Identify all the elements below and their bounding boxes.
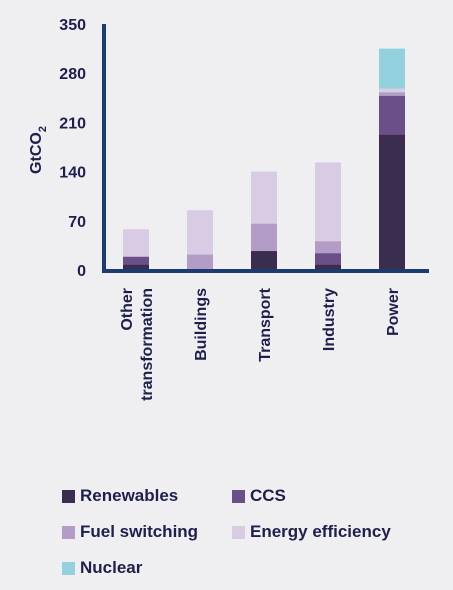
legend: Renewables CCS Fuel switching Energy eff…	[62, 486, 453, 578]
bar-segment-power-ccs	[379, 95, 405, 135]
bar-segment-transport-renewables	[251, 251, 277, 270]
x-tick-label-transport: Transport	[257, 287, 274, 361]
bar-segment-power-nuclear	[379, 48, 405, 89]
x-tick-label-line: Buildings	[193, 288, 210, 361]
bar-segment-industry-ccs	[315, 253, 341, 265]
legend-swatch-fuel-switching	[62, 525, 75, 539]
y-tick-label-0: 0	[77, 263, 86, 280]
x-tick-label-line: Transport	[257, 287, 274, 361]
bar-segment-industry-fuel-switching	[315, 241, 341, 254]
legend-item-ccs: CCS	[232, 486, 442, 506]
legend-swatch-energy-efficiency	[232, 525, 245, 539]
y-tick-label-280: 280	[59, 66, 86, 83]
legend-label-renewables: Renewables	[80, 486, 179, 505]
bar-segment-buildings-energy-efficiency	[187, 210, 213, 255]
x-tick-label-line: Power	[385, 288, 402, 336]
legend-label-ccs: CCS	[250, 486, 286, 505]
bar-segment-other-transformation-energy-efficiency	[123, 229, 149, 257]
y-tick-label-140: 140	[59, 165, 86, 182]
x-tick-label-industry: Industry	[321, 288, 338, 351]
legend-swatch-nuclear	[62, 561, 75, 575]
bar-segment-other-transformation-ccs	[123, 256, 149, 265]
axes-layer	[102, 24, 429, 273]
legend-swatch-ccs	[232, 489, 245, 503]
legend-item-nuclear: Nuclear	[62, 558, 232, 578]
y-axis-label-subscript: 2	[37, 126, 49, 132]
x-tick-label-buildings: Buildings	[193, 288, 210, 361]
legend-label-fuel-switching: Fuel switching	[80, 522, 199, 541]
x-tick-label-line: Industry	[321, 288, 338, 351]
legend-swatch-renewables	[62, 489, 75, 503]
bar-segment-power-energy-efficiency	[379, 88, 405, 93]
bar-segment-transport-fuel-switching	[251, 223, 277, 252]
bar-segment-power-fuel-switching	[379, 92, 405, 96]
legend-label-energy-efficiency: Energy efficiency	[250, 522, 391, 541]
x-tick-label-other-transformation: Other transformation	[119, 288, 156, 401]
bar-segment-power-renewables	[379, 134, 405, 270]
y-tick-label-210: 210	[59, 115, 86, 132]
y-tick-labels: 0 70 140 210 280 350	[59, 17, 86, 280]
y-tick-label-70: 70	[68, 214, 86, 231]
legend-label-nuclear: Nuclear	[80, 558, 143, 577]
bar-segment-industry-energy-efficiency	[315, 162, 341, 242]
y-axis-label: GtCO2	[28, 126, 49, 174]
legend-item-renewables: Renewables	[62, 486, 232, 506]
bar-segment-buildings-fuel-switching	[187, 254, 213, 270]
legend-item-fuel-switching: Fuel switching	[62, 522, 232, 542]
x-tick-label-power: Power	[385, 288, 402, 336]
bar-segment-other-transformation-renewables	[123, 264, 149, 270]
stacked-bar-chart: 0 70 140 210 280 350 Other transformation Build…	[28, 17, 429, 401]
bar-segment-industry-renewables	[315, 264, 341, 270]
legend-item-energy-efficiency: Energy efficiency	[232, 522, 442, 542]
x-tick-label-line: Other	[119, 288, 136, 331]
y-tick-label-350: 350	[59, 17, 86, 34]
bar-segment-transport-energy-efficiency	[251, 171, 277, 224]
bars-layer	[123, 48, 405, 270]
y-axis-label-main: GtCO	[28, 132, 45, 174]
x-tick-labels: Other transformation Buildings Transport Ind…	[119, 287, 402, 401]
x-tick-label-line: transformation	[139, 288, 156, 401]
